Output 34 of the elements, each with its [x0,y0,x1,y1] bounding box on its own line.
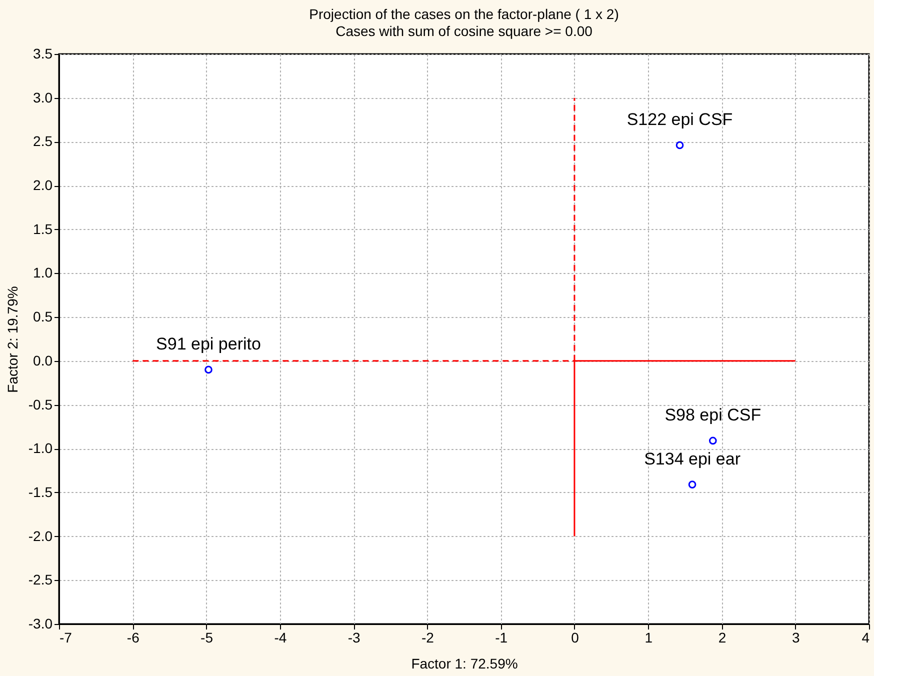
y-tick-label: 0.5 [33,308,53,325]
y-tick-label: 3.0 [33,89,53,106]
chart-subtitle: Cases with sum of cosine square >= 0.00 [336,23,593,39]
y-tick-label: 3.5 [33,46,53,62]
y-tick-label: -1.5 [28,484,53,500]
y-tick-label: 0.0 [33,352,53,368]
annotation: S122 epi CSF [626,110,733,130]
y-tick-label: 2.5 [33,133,53,150]
x-tick-label: 4 [862,630,870,646]
annotation: S98 epi CSF [664,406,762,425]
y-tick-label: -2.0 [28,528,53,544]
x-tick-label: -6 [126,630,140,646]
x-tick-label: 3 [792,630,800,646]
x-tick-label: -1 [495,630,508,646]
y-tick-label: -3.0 [28,616,53,632]
y-tick-label: -2.5 [28,572,53,588]
chart-title: Projection of the cases on the factor-plane ( 1 x 2) [309,6,619,22]
x-tick-label: -7 [60,630,72,646]
x-tick-label: 2 [718,630,726,646]
y-tick-label: 2.0 [33,177,53,194]
y-tick-label: 1.5 [33,220,53,237]
x-axis-title: Factor 1: 72.59% [411,656,518,672]
y-axis-title: Factor 2: 19.79% [4,286,20,393]
y-tick-label: -0.5 [28,396,53,412]
x-tick-label: -5 [200,630,214,646]
x-tick-label: 1 [644,630,653,646]
x-tick-label: -3 [348,630,360,646]
annotation: S91 epi perito [156,334,261,354]
x-tick-label: 0 [571,630,580,646]
y-tick-label: -1.0 [28,440,53,456]
x-tick-label: -4 [274,630,287,646]
x-tick-label: -2 [421,630,434,646]
annotation: S134 epi ear [644,450,741,469]
y-tick-label: 1.0 [33,264,53,281]
